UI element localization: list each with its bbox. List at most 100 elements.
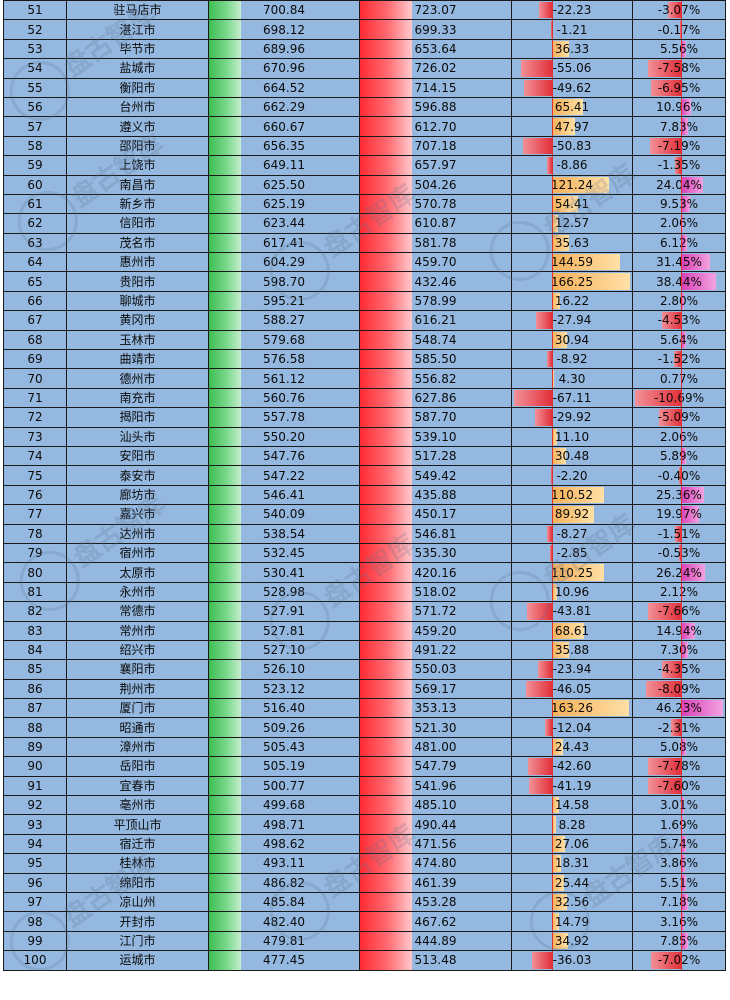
prev-gdp-cell: 581.78 xyxy=(359,232,512,254)
increase-bar xyxy=(539,2,552,19)
table-row: 75 泰安市 547.22 549.42 -2.20 -0.40% xyxy=(3,465,726,486)
table-row: 95 桂林市 493.11 474.80 18.31 3.86% xyxy=(3,853,726,874)
bar-axis xyxy=(681,854,682,873)
increase-bar xyxy=(551,21,552,38)
bar-axis xyxy=(552,718,553,737)
rank-cell-text: 54 xyxy=(27,61,43,76)
growth-bar xyxy=(681,506,700,523)
increase-cell-text: -2.85 xyxy=(556,546,588,561)
rank-cell: 88 xyxy=(3,717,67,738)
increase-cell-text: 30.48 xyxy=(554,449,590,464)
rank-cell-text: 57 xyxy=(27,119,43,134)
increase-bar xyxy=(552,331,567,349)
table-row: 67 黄冈市 588.27 616.21 -27.94 -4.53% xyxy=(3,310,726,331)
city-cell-text: 岳阳市 xyxy=(119,759,156,774)
increase-bar xyxy=(552,254,620,271)
rank-cell-text: 67 xyxy=(27,313,43,328)
rank-cell: 83 xyxy=(3,620,67,641)
growth-cell: -4.53% xyxy=(632,310,726,331)
gdp-cell: 625.19 xyxy=(208,193,360,215)
gdp-cell: 498.71 xyxy=(208,814,360,835)
prev-gdp-cell: 504.26 xyxy=(359,174,512,195)
increase-cell: -8.92 xyxy=(511,349,633,370)
growth-cell: -7.19% xyxy=(632,135,726,157)
increase-cell-text: 14.58 xyxy=(554,798,590,813)
bar-axis xyxy=(552,292,553,310)
table-row: 77 嘉兴市 540.09 450.17 89.92 19.97% xyxy=(3,504,726,525)
growth-cell-text: 26.24% xyxy=(656,565,702,580)
table-row: 73 汕头市 550.20 539.10 11.10 2.06% xyxy=(3,426,726,447)
growth-cell: -7.58% xyxy=(632,58,726,79)
bar-axis xyxy=(681,699,682,717)
gdp-cell: 617.41 xyxy=(208,232,360,254)
rank-cell: 92 xyxy=(3,795,67,816)
growth-bar xyxy=(681,913,684,930)
increase-cell-text: 65.41 xyxy=(554,100,590,115)
rank-cell: 100 xyxy=(3,950,67,971)
city-cell-text: 桂林市 xyxy=(119,856,156,871)
growth-cell-text: 3.16% xyxy=(659,914,699,929)
rank-cell-text: 90 xyxy=(27,759,43,774)
rank-cell-text: 80 xyxy=(27,565,43,580)
rank-cell-text: 99 xyxy=(27,933,43,948)
rank-cell: 82 xyxy=(3,601,67,622)
table-row: 63 茂名市 617.41 581.78 35.63 6.12% xyxy=(3,232,726,254)
bar-axis xyxy=(681,583,682,601)
gdp-cell-text: 486.82 xyxy=(263,875,305,890)
rank-cell: 63 xyxy=(3,232,67,254)
city-cell-text: 常德市 xyxy=(119,604,156,619)
growth-cell: 7.83% xyxy=(632,116,726,137)
city-cell: 南充市 xyxy=(66,387,209,409)
increase-bar xyxy=(547,525,552,542)
growth-cell: 5.89% xyxy=(632,445,726,467)
rank-cell-text: 86 xyxy=(27,681,43,696)
bar-axis xyxy=(681,777,682,795)
increase-bar xyxy=(523,137,552,155)
rank-cell: 84 xyxy=(3,639,67,661)
bar-axis xyxy=(552,738,553,756)
growth-cell: 10.96% xyxy=(632,96,726,118)
prev-gdp-cell-text: 616.21 xyxy=(414,313,457,328)
gdp-cell: 588.27 xyxy=(208,310,360,331)
rank-cell: 78 xyxy=(3,523,67,544)
increase-cell-text: -55.06 xyxy=(552,61,592,76)
increase-bar xyxy=(536,312,552,329)
increase-cell-text: 121.24 xyxy=(551,177,593,192)
increase-cell: 35.63 xyxy=(511,232,633,254)
prev-gdp-cell: 726.02 xyxy=(359,58,512,79)
increase-cell: 14.58 xyxy=(511,795,633,816)
city-cell-text: 太原市 xyxy=(119,565,156,580)
gdp-cell: 540.09 xyxy=(208,504,360,525)
rank-cell-text: 79 xyxy=(27,546,43,561)
prev-gdp-cell-text: 485.10 xyxy=(414,798,457,813)
gdp-cell: 604.29 xyxy=(208,252,360,273)
increase-cell-text: 12.57 xyxy=(554,216,590,231)
rank-cell-text: 72 xyxy=(27,410,43,425)
growth-cell-text: 5.56% xyxy=(659,41,699,56)
city-cell-text: 聊城市 xyxy=(119,294,156,309)
prev-gdp-cell: 570.78 xyxy=(359,193,512,215)
bar-axis xyxy=(552,525,553,543)
growth-cell: 5.64% xyxy=(632,329,726,351)
rank-cell-text: 70 xyxy=(27,371,43,386)
bar-axis xyxy=(552,544,553,562)
bar-axis xyxy=(681,79,682,97)
bar-axis xyxy=(552,195,553,213)
increase-cell-text: 8.28 xyxy=(558,817,586,832)
prev-gdp-cell-text: 453.28 xyxy=(414,895,457,910)
increase-bar xyxy=(552,913,559,930)
increase-bar xyxy=(552,428,558,445)
prev-gdp-cell-text: 513.48 xyxy=(414,953,457,968)
increase-bar xyxy=(552,893,568,911)
bar-axis xyxy=(681,680,682,698)
city-cell: 贵阳市 xyxy=(66,271,209,292)
growth-cell: -0.40% xyxy=(632,465,726,486)
prev-gdp-cell-text: 490.44 xyxy=(414,817,457,832)
growth-cell: 6.12% xyxy=(632,232,726,254)
prev-gdp-cell: 587.70 xyxy=(359,407,512,428)
bar-axis xyxy=(552,156,553,174)
growth-cell-text: -7.58% xyxy=(657,61,701,76)
growth-cell: 5.08% xyxy=(632,736,726,758)
growth-bar xyxy=(675,157,681,174)
rank-cell-text: 96 xyxy=(27,875,43,890)
